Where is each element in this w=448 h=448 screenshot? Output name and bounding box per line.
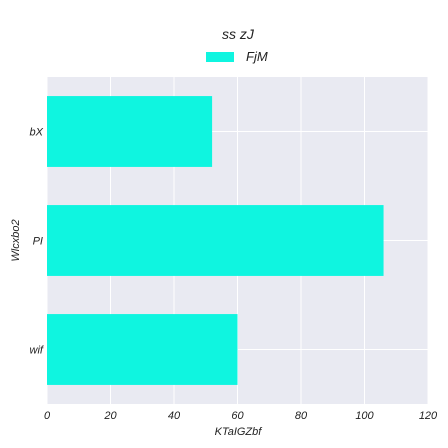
x-tick-label: 0	[44, 410, 51, 422]
chart-title: ss zJ	[222, 26, 255, 42]
x-tick-label: 120	[419, 410, 438, 422]
x-axis-label: KTaIGZbf	[215, 426, 263, 438]
tick-labels: bX PI wif 0 20 40 60 80 100 120	[30, 127, 439, 423]
bar-PI	[47, 205, 384, 276]
legend: FjM	[206, 49, 268, 64]
x-tick-label: 100	[355, 410, 374, 422]
bars	[47, 96, 384, 385]
x-tick-label: 40	[168, 410, 181, 422]
x-tick-label: 80	[295, 410, 308, 422]
y-tick-label: wif	[30, 345, 44, 357]
y-tick-label: bX	[30, 127, 44, 139]
bar-wif	[47, 314, 238, 385]
bar-bX	[47, 96, 213, 167]
legend-label: FjM	[246, 49, 268, 64]
legend-swatch	[206, 52, 234, 62]
x-tick-label: 20	[103, 410, 117, 422]
x-tick-label: 60	[231, 410, 244, 422]
y-axis-label: Wlcxbo2	[10, 219, 22, 261]
y-tick-label: PI	[33, 236, 43, 248]
